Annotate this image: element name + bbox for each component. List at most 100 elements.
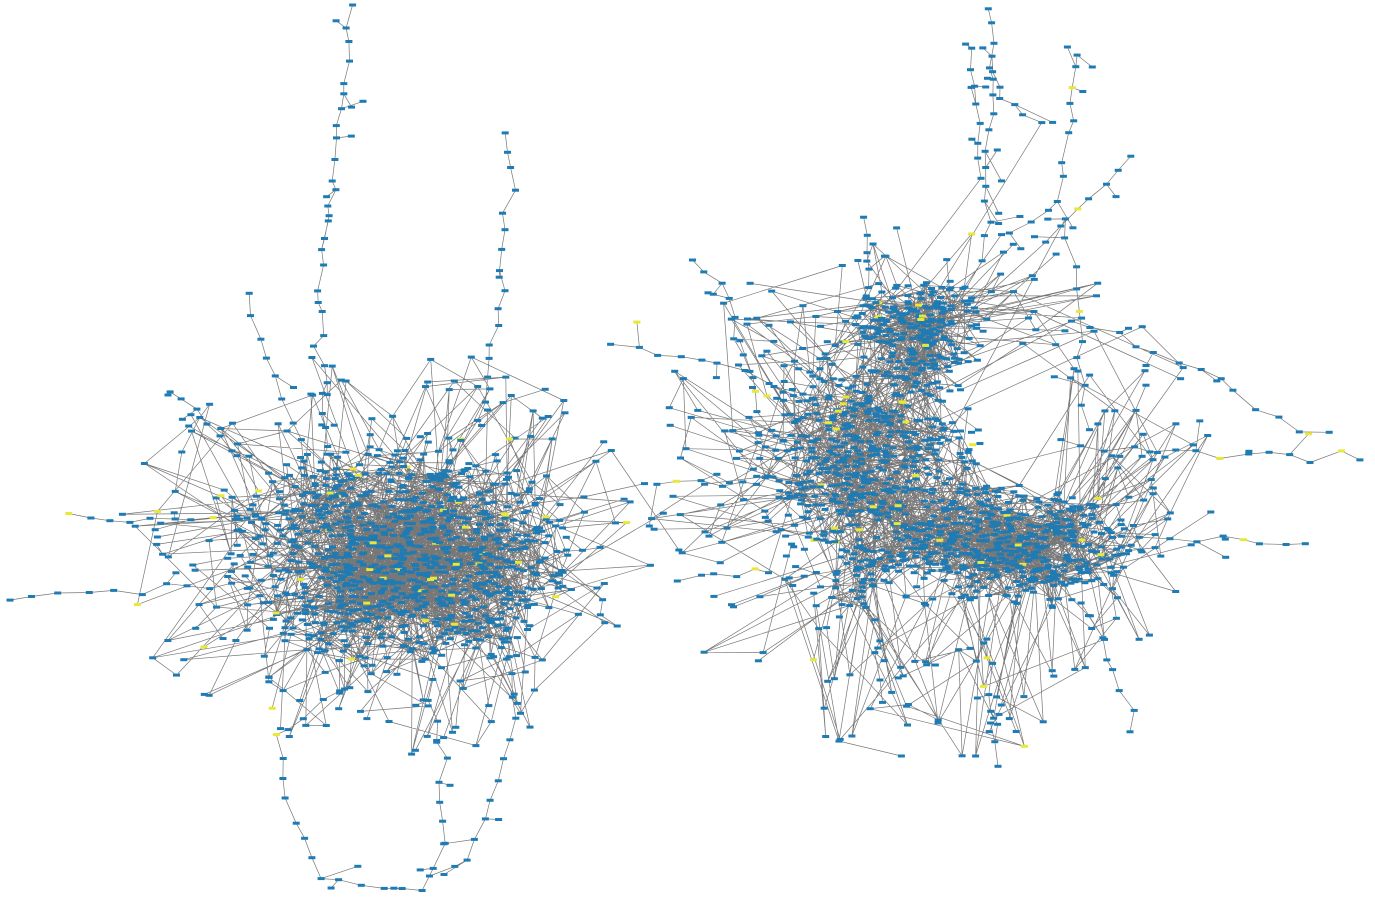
node [149, 656, 157, 660]
node [324, 219, 332, 223]
node [337, 595, 345, 599]
node [505, 475, 512, 479]
node [957, 388, 964, 392]
node [666, 423, 674, 427]
node [1061, 517, 1069, 521]
node [1146, 450, 1154, 454]
node [972, 310, 980, 314]
node [463, 858, 471, 862]
node [982, 166, 990, 169]
node [899, 554, 907, 558]
node [511, 436, 519, 440]
node [386, 460, 394, 464]
node [987, 290, 995, 294]
node [429, 485, 437, 489]
node [1035, 525, 1043, 529]
node [1006, 525, 1014, 529]
node [862, 606, 870, 609]
node [1356, 458, 1364, 462]
node [429, 527, 437, 530]
node [441, 604, 449, 608]
node [195, 603, 203, 607]
node [408, 647, 416, 651]
node [556, 518, 564, 522]
node [858, 312, 866, 315]
node [841, 441, 849, 445]
node [500, 529, 508, 533]
node [376, 625, 384, 629]
node [620, 497, 628, 501]
node [1090, 329, 1098, 333]
node [1193, 540, 1201, 544]
node [973, 564, 981, 568]
node [1096, 520, 1103, 524]
node [956, 452, 964, 455]
node [803, 517, 811, 521]
node [286, 473, 294, 477]
node [968, 46, 976, 50]
node [704, 291, 712, 295]
node [274, 523, 282, 527]
node [746, 369, 754, 373]
node [331, 551, 339, 555]
node [507, 491, 515, 495]
node [1043, 523, 1051, 527]
node [431, 561, 439, 565]
node [545, 606, 553, 610]
node [972, 486, 980, 490]
node [957, 487, 965, 491]
node [441, 632, 448, 636]
node [612, 521, 619, 525]
node [415, 641, 423, 644]
node [403, 529, 411, 533]
node [435, 780, 443, 784]
node [989, 520, 997, 524]
node [945, 369, 953, 373]
node [850, 438, 858, 442]
node [921, 602, 928, 605]
node [455, 485, 463, 489]
node [753, 410, 761, 414]
node [930, 514, 938, 518]
node [984, 568, 991, 572]
node [366, 433, 374, 437]
node [1073, 265, 1081, 269]
node [387, 480, 395, 483]
node [955, 585, 962, 589]
node [531, 655, 539, 659]
node [380, 587, 388, 591]
node [903, 528, 911, 531]
node [385, 550, 392, 554]
node [337, 589, 345, 593]
node [333, 586, 341, 590]
node [348, 600, 356, 604]
node [285, 570, 293, 574]
node [892, 309, 900, 313]
node [885, 327, 893, 331]
node [436, 488, 444, 492]
node [862, 294, 870, 298]
node [927, 393, 935, 397]
node [1063, 45, 1071, 49]
node [322, 724, 330, 727]
node [862, 492, 870, 496]
node [399, 566, 407, 570]
node [1094, 281, 1102, 285]
node [386, 605, 394, 609]
node [314, 651, 321, 655]
node [959, 482, 967, 486]
node [512, 716, 520, 720]
node [352, 538, 360, 542]
node [933, 438, 941, 442]
node [424, 440, 432, 444]
node [289, 626, 297, 630]
node [1053, 532, 1060, 536]
node [1077, 601, 1085, 605]
node [991, 740, 999, 744]
node [131, 524, 139, 528]
node [912, 477, 920, 481]
node [526, 624, 534, 628]
node [1138, 454, 1146, 458]
node [407, 514, 414, 518]
node [800, 493, 808, 497]
